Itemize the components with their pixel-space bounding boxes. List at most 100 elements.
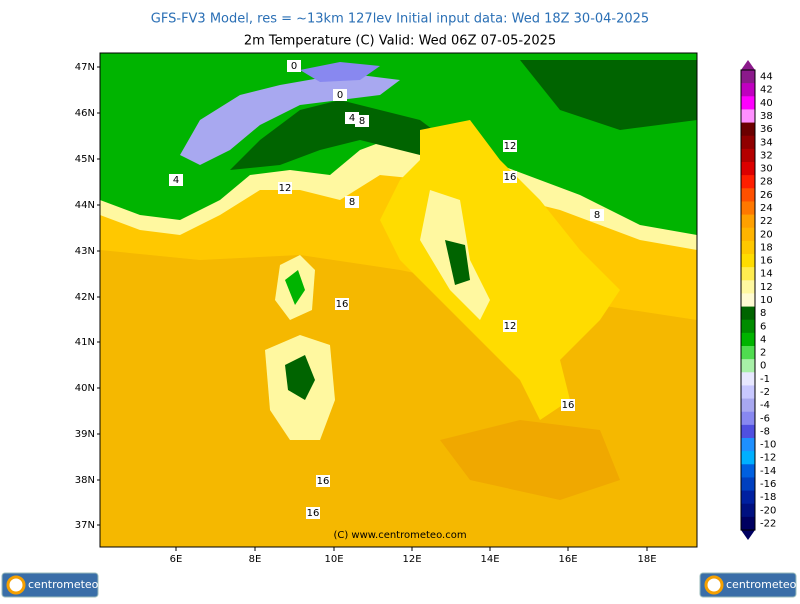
colorbar-label: 8: [760, 308, 766, 319]
dark-green-ne: [520, 60, 697, 130]
colorbar-swatch: [741, 398, 755, 413]
contour-label-bg: [169, 174, 183, 186]
logo-bg: [1, 572, 99, 598]
contour-label: 12: [504, 321, 517, 332]
contour-label-bg: [590, 209, 604, 221]
colorbar-label: -4: [760, 400, 770, 411]
lat-label: 42N: [75, 292, 95, 303]
colorbar-label: -12: [760, 453, 776, 464]
contour-label-bg: [355, 115, 369, 127]
colorbar-label: -8: [760, 426, 770, 437]
title: GFS-FV3 Model, res = ~13km 127lev Initia…: [151, 12, 649, 27]
map-frame: [99, 52, 698, 548]
colorbar-swatch: [741, 411, 755, 426]
subtitle: 2m Temperature (C) Valid: Wed 06Z 07-05-…: [244, 34, 556, 49]
colorbar-swatch: [741, 227, 755, 242]
colorbar-swatch: [741, 451, 755, 465]
colorbar-label: 34: [760, 137, 773, 148]
colorbar-label: 32: [760, 150, 773, 161]
colorbar-label: 22: [760, 216, 773, 227]
colorbar-label: 24: [760, 203, 773, 214]
colorbar-label: 10: [760, 295, 773, 306]
colorbar-swatch: [741, 122, 755, 137]
contour-label: 12: [279, 183, 292, 194]
contour-label: 16: [562, 400, 575, 411]
colorbar-label: -10: [760, 440, 776, 451]
lat-label: 47N: [75, 62, 95, 73]
colorbar-swatch: [741, 293, 755, 308]
colorbar-label: 20: [760, 229, 773, 240]
colorbar-swatch: [741, 424, 755, 439]
colorbar-label: -2: [760, 387, 770, 398]
lon-label: 18E: [637, 554, 656, 565]
colorbar-label: 4: [760, 334, 766, 345]
apennine-peak: [445, 240, 470, 285]
colorbar-swatch: [741, 306, 755, 321]
logo-button[interactable]: centrometeo: [699, 572, 797, 598]
colorbar-label: 2: [760, 348, 766, 359]
colorbar-swatch: [741, 359, 755, 373]
lon-label: 10E: [324, 554, 343, 565]
colorbar-swatch: [741, 162, 755, 176]
colorbar-label: 44: [760, 72, 773, 83]
contour-label-bg: [333, 89, 347, 101]
contour-label: 0: [291, 61, 297, 72]
lon-label: 8E: [249, 554, 262, 565]
lat-label: 44N: [75, 200, 95, 211]
colorbar-label: 16: [760, 256, 773, 267]
warm-patch: [440, 420, 620, 500]
lat-label: 39N: [75, 429, 95, 440]
colorbar-swatch: [741, 188, 755, 202]
sardinia-peak: [285, 355, 315, 400]
contour-label: 16: [336, 299, 349, 310]
logo-button[interactable]: centrometeo: [1, 572, 99, 598]
colorbar-swatch: [741, 201, 755, 216]
logo-bg: [699, 572, 797, 598]
colorbar-swatch: [741, 332, 755, 347]
colorbar-swatch: [741, 477, 755, 492]
contour-label: 8: [359, 116, 365, 127]
contour-label-bg: [306, 507, 320, 519]
map-area: [99, 52, 698, 548]
colorbar-label: 38: [760, 111, 773, 122]
colorbar-label: 30: [760, 164, 773, 175]
colorbar-label: -20: [760, 505, 776, 516]
colorbar-swatch: [741, 83, 755, 97]
colorbar-swatch: [741, 516, 755, 531]
colorbar-label: -14: [760, 466, 776, 477]
colorbar-swatch: [741, 503, 755, 518]
colorbar-label: 42: [760, 85, 773, 96]
colorbar-swatch: [741, 175, 755, 189]
lat-label: 43N: [75, 246, 95, 257]
colorbar-swatch: [741, 490, 755, 505]
lat-label: 41N: [75, 337, 95, 348]
colorbar-swatch: [741, 346, 755, 360]
copyright: (C) www.centrometeo.com: [333, 530, 466, 541]
colorbar-label: -1: [760, 374, 770, 385]
contour-label: 8: [594, 210, 600, 221]
colorbar-swatch: [741, 254, 755, 268]
colorbar-top-arrow: [741, 60, 755, 70]
colorbar-swatch: [741, 148, 755, 163]
colorbar-bottom-arrow: [741, 530, 755, 540]
lon-label: 14E: [480, 554, 499, 565]
contour-label-bg: [287, 60, 301, 72]
colorbar-label: -6: [760, 413, 770, 424]
colorbar-label: -18: [760, 492, 776, 503]
colorbar-swatch: [741, 70, 755, 84]
contour-label-bg: [561, 399, 575, 411]
lat-label: 40N: [75, 383, 95, 394]
contour-label-bg: [345, 196, 359, 208]
colorbar-swatch: [741, 96, 755, 110]
contour-label-bg: [503, 140, 517, 152]
colorbar-label: 40: [760, 98, 773, 109]
colorbar-swatch: [741, 240, 755, 255]
dark-green: [230, 100, 460, 170]
colorbar-label: 12: [760, 282, 773, 293]
colorbar-swatch: [741, 372, 755, 386]
logo-text: centrometeo: [726, 578, 797, 591]
contour-label-bg: [335, 298, 349, 310]
contour-label-bg: [316, 475, 330, 487]
contour-label: 4: [173, 175, 179, 186]
